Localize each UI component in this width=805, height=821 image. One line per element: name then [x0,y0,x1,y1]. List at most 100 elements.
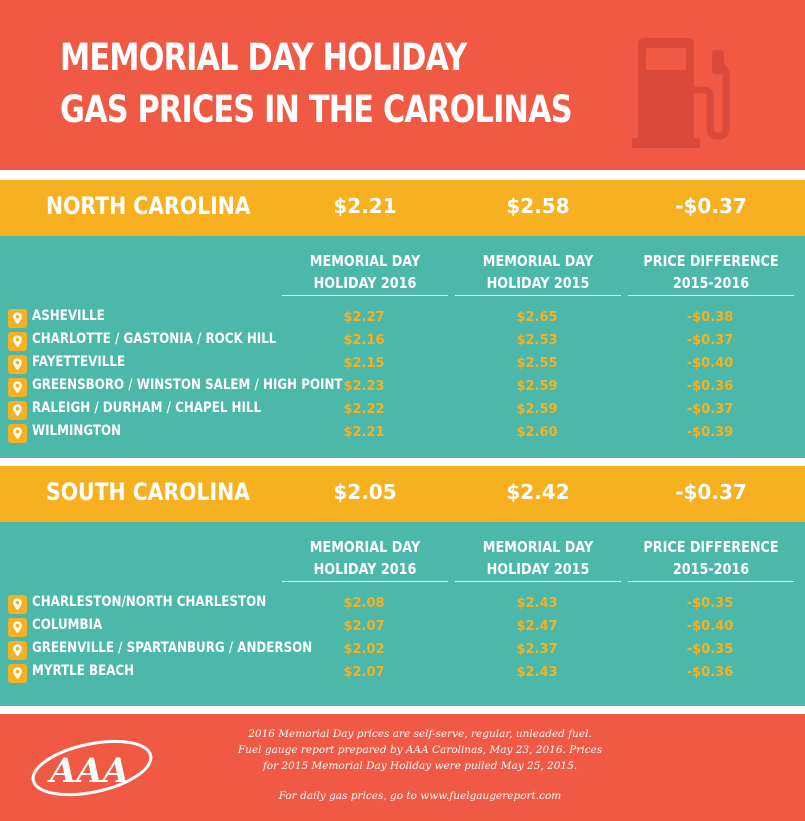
city-name: CHARLESTON/NORTH CHARLESTON [32,594,267,610]
title-line-1: MEMORIAL DAY HOLIDAY [60,36,467,79]
location-pin-icon [8,424,27,443]
city-name: ASHEVILLE [32,308,105,324]
price-2015: $2.47 [516,619,558,634]
table-row: WILMINGTON $2.21 $2.60 -$0.39 [8,422,798,444]
col-header-line: HOLIDAY 2015 [486,274,590,292]
price-2015: $2.55 [516,356,558,371]
sc-col-2016-header: MEMORIAL DAY HOLIDAY 2016 [293,536,438,580]
footer: AAA 2016 Memorial Day prices are self-se… [0,714,805,821]
footer-link-note: For daily gas prices, go to www.fuelgaug… [278,790,562,802]
city-name: WILMINGTON [32,423,122,439]
footer-note-2: Fuel gauge report prepared by AAA Caroli… [237,744,603,756]
divider [282,295,448,296]
table-row: GREENSBORO / WINSTON SALEM / HIGH POINT $… [8,376,798,398]
divider [628,581,794,582]
sc-avg-diff: -$0.37 [675,480,747,504]
city-name: CHARLOTTE / GASTONIA / ROCK HILL [32,331,277,347]
price-difference: -$0.40 [686,356,734,371]
col-header-line: MEMORIAL DAY [482,252,594,270]
price-2016: $2.23 [343,379,385,394]
location-pin-icon [8,309,27,328]
price-difference: -$0.38 [686,310,734,325]
table-row: MYRTLE BEACH $2.07 $2.43 -$0.36 [8,662,798,684]
nc-state-name: NORTH CAROLINA [46,192,251,220]
price-2015: $2.60 [516,425,558,440]
col-header-line: 2015-2016 [672,560,750,578]
nc-avg-2016: $2.21 [333,194,397,218]
price-difference: -$0.39 [686,425,734,440]
sc-table: MEMORIAL DAY HOLIDAY 2016 MEMORIAL DAY H… [0,522,805,706]
price-2015: $2.59 [516,379,558,394]
price-2016: $2.07 [343,665,385,680]
price-2015: $2.59 [516,402,558,417]
price-2016: $2.15 [343,356,385,371]
price-2016: $2.22 [343,402,385,417]
sc-col-2015-header: MEMORIAL DAY HOLIDAY 2015 [466,536,611,580]
col-header-line: HOLIDAY 2016 [313,560,417,578]
price-difference: -$0.35 [686,596,734,611]
footer-note-1: 2016 Memorial Day prices are self-serve,… [248,728,592,740]
nc-summary-band: NORTH CAROLINA $2.21 $2.58 -$0.37 [0,180,805,236]
sc-avg-2015: $2.42 [506,480,570,504]
location-pin-icon [8,378,27,397]
header: MEMORIAL DAY HOLIDAY GAS PRICES IN THE C… [0,0,805,170]
gas-pump-icon [632,38,730,148]
city-name: GREENVILLE / SPARTANBURG / ANDERSON [32,640,313,656]
table-row: CHARLOTTE / GASTONIA / ROCK HILL $2.16 $2.… [8,330,798,352]
col-header-line: HOLIDAY 2015 [486,560,590,578]
city-name: COLUMBIA [32,617,103,633]
city-name: GREENSBORO / WINSTON SALEM / HIGH POINT [32,377,343,393]
table-row: RALEIGH / DURHAM / CHAPEL HILL $2.22 $2.59… [8,399,798,421]
col-header-line: MEMORIAL DAY [482,538,594,556]
footer-note-3: for 2015 Memorial Day Holiday were pulle… [262,760,578,772]
price-2016: $2.02 [343,642,385,657]
price-difference: -$0.35 [686,642,734,657]
col-header-line: 2015-2016 [672,274,750,292]
price-2015: $2.37 [516,642,558,657]
sc-col-diff-header: PRICE DIFFERENCE 2015-2016 [639,536,784,580]
location-pin-icon [8,332,27,351]
price-2015: $2.43 [516,596,558,611]
nc-col-diff-header: PRICE DIFFERENCE 2015-2016 [639,250,784,294]
location-pin-icon [8,595,27,614]
nc-col-2016-header: MEMORIAL DAY HOLIDAY 2016 [293,250,438,294]
aaa-logo: AAA [31,739,153,797]
nc-col-2015-header: MEMORIAL DAY HOLIDAY 2015 [466,250,611,294]
table-row: COLUMBIA $2.07 $2.47 -$0.40 [8,616,798,638]
price-2016: $2.21 [343,425,385,440]
price-difference: -$0.36 [686,665,734,680]
col-header-line: PRICE DIFFERENCE [643,252,779,270]
divider [628,295,794,296]
page-title: MEMORIAL DAY HOLIDAY GAS PRICES IN THE C… [60,32,573,136]
table-row: GREENVILLE / SPARTANBURG / ANDERSON $2.02… [8,639,798,661]
price-2016: $2.27 [343,310,385,325]
divider [455,581,621,582]
sc-summary-band: SOUTH CAROLINA $2.05 $2.42 -$0.37 [0,466,805,522]
location-pin-icon [8,641,27,660]
price-2016: $2.08 [343,596,385,611]
nc-avg-2015: $2.58 [506,194,570,218]
col-header-line: PRICE DIFFERENCE [643,538,779,556]
sc-avg-2016: $2.05 [333,480,397,504]
location-pin-icon [8,355,27,374]
table-row: FAYETTEVILLE $2.15 $2.55 -$0.40 [8,353,798,375]
divider [282,581,448,582]
divider [455,295,621,296]
price-difference: -$0.37 [686,333,734,348]
table-row: CHARLESTON/NORTH CHARLESTON $2.08 $2.43 -$0… [8,593,798,615]
sc-state-name: SOUTH CAROLINA [46,478,250,506]
nc-table: MEMORIAL DAY HOLIDAY 2016 MEMORIAL DAY H… [0,236,805,458]
city-name: FAYETTEVILLE [32,354,126,370]
price-difference: -$0.37 [686,402,734,417]
price-difference: -$0.36 [686,379,734,394]
city-name: RALEIGH / DURHAM / CHAPEL HILL [32,400,262,416]
location-pin-icon [8,401,27,420]
city-name: MYRTLE BEACH [32,663,135,679]
price-2016: $2.07 [343,619,385,634]
title-line-2: GAS PRICES IN THE CAROLINAS [60,88,573,131]
price-2015: $2.53 [516,333,558,348]
location-pin-icon [8,618,27,637]
col-header-line: MEMORIAL DAY [309,252,421,270]
col-header-line: MEMORIAL DAY [309,538,421,556]
